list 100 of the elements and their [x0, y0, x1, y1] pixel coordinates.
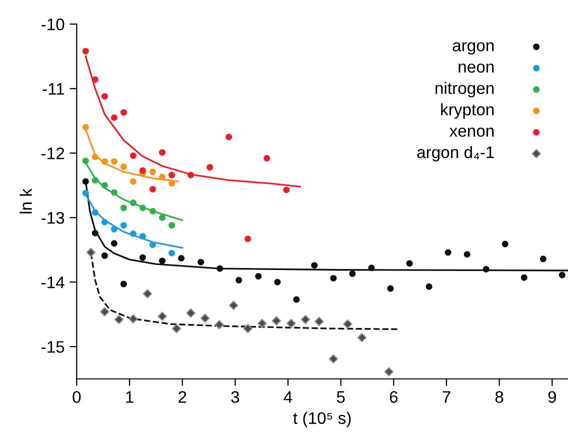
point: [255, 273, 262, 280]
point: [120, 163, 127, 170]
y-tick-label: -10: [42, 18, 64, 30]
point: [330, 274, 337, 282]
point: [502, 240, 508, 248]
point: [150, 186, 156, 192]
point: [558, 272, 566, 278]
point: [82, 178, 89, 185]
point: [101, 158, 108, 165]
point: [482, 266, 490, 272]
x-tick-label: 8: [495, 391, 504, 403]
point: [216, 265, 224, 272]
point: [168, 222, 176, 229]
y-tick-label: -15: [42, 341, 64, 353]
point: [114, 314, 124, 324]
x-tick-label: 4: [284, 391, 292, 403]
point: [92, 154, 98, 160]
point: [92, 76, 98, 83]
point: [139, 254, 146, 261]
point: [158, 312, 167, 322]
point: [172, 324, 182, 334]
point: [257, 318, 267, 328]
point: [82, 190, 89, 196]
point: [464, 251, 470, 258]
point: [178, 254, 185, 262]
point: [368, 264, 375, 272]
y-tick-label: -12: [42, 148, 64, 160]
point: [200, 314, 210, 323]
point: [139, 204, 146, 212]
point: [139, 233, 146, 240]
point: [214, 320, 224, 330]
x-tick-label: 0: [72, 391, 81, 403]
point: [311, 262, 318, 269]
point: [110, 226, 118, 232]
point: [264, 155, 270, 162]
x-tick-label: 1: [126, 391, 134, 403]
point: [384, 367, 394, 376]
point: [142, 289, 152, 298]
point: [159, 258, 166, 264]
legend-label: krypton: [441, 103, 494, 119]
point: [101, 218, 108, 226]
point: [82, 124, 89, 131]
point: [300, 314, 310, 324]
point: [101, 252, 108, 259]
point: [314, 316, 324, 326]
point: [406, 260, 413, 267]
point: [120, 204, 127, 212]
point: [328, 354, 338, 364]
point: [168, 172, 176, 178]
point: [286, 318, 296, 328]
point: [349, 270, 356, 277]
point: [188, 172, 194, 178]
point: [444, 249, 452, 256]
y-axis-title: ln k: [20, 188, 32, 214]
point: [426, 283, 432, 290]
legend-label: xenon: [449, 128, 494, 137]
point: [100, 307, 110, 317]
point: [110, 240, 118, 247]
y-tick-label: -14: [42, 276, 64, 288]
point: [293, 296, 300, 303]
legend-label: argon d₄-1: [417, 146, 494, 162]
point: [159, 174, 166, 180]
x-tick-label: 3: [231, 391, 240, 403]
point: [274, 278, 281, 286]
x-tick-label: 5: [336, 391, 345, 403]
point: [186, 308, 196, 318]
point: [243, 324, 253, 334]
point: [226, 134, 232, 140]
point: [342, 319, 352, 329]
point: [150, 168, 156, 176]
point: [168, 250, 176, 256]
point: [130, 200, 136, 206]
point: [540, 256, 546, 262]
point: [244, 236, 252, 242]
point: [82, 158, 89, 164]
legend-label: neon: [458, 64, 494, 73]
point: [110, 189, 118, 196]
point: [168, 180, 176, 187]
point: [159, 214, 166, 221]
point: [128, 314, 138, 324]
point: [92, 176, 98, 184]
point: [120, 280, 127, 288]
point: [139, 167, 146, 174]
legend-label: nitrogen: [436, 82, 494, 98]
legend-label: argon: [452, 42, 494, 55]
point: [357, 332, 367, 342]
y-tick-label: -13: [42, 212, 64, 224]
y-tick-label: -11: [42, 83, 64, 95]
x-tick-label: 6: [390, 391, 398, 403]
point: [92, 209, 98, 216]
point: [520, 274, 528, 281]
point: [101, 182, 108, 189]
point: [272, 316, 282, 326]
point: [387, 285, 394, 292]
point: [159, 149, 166, 156]
point: [86, 248, 96, 258]
point: [110, 114, 118, 121]
x-axis-title: t (10⁵ s): [293, 412, 351, 428]
point: [110, 158, 118, 165]
x-tick-label: 7: [442, 391, 450, 403]
